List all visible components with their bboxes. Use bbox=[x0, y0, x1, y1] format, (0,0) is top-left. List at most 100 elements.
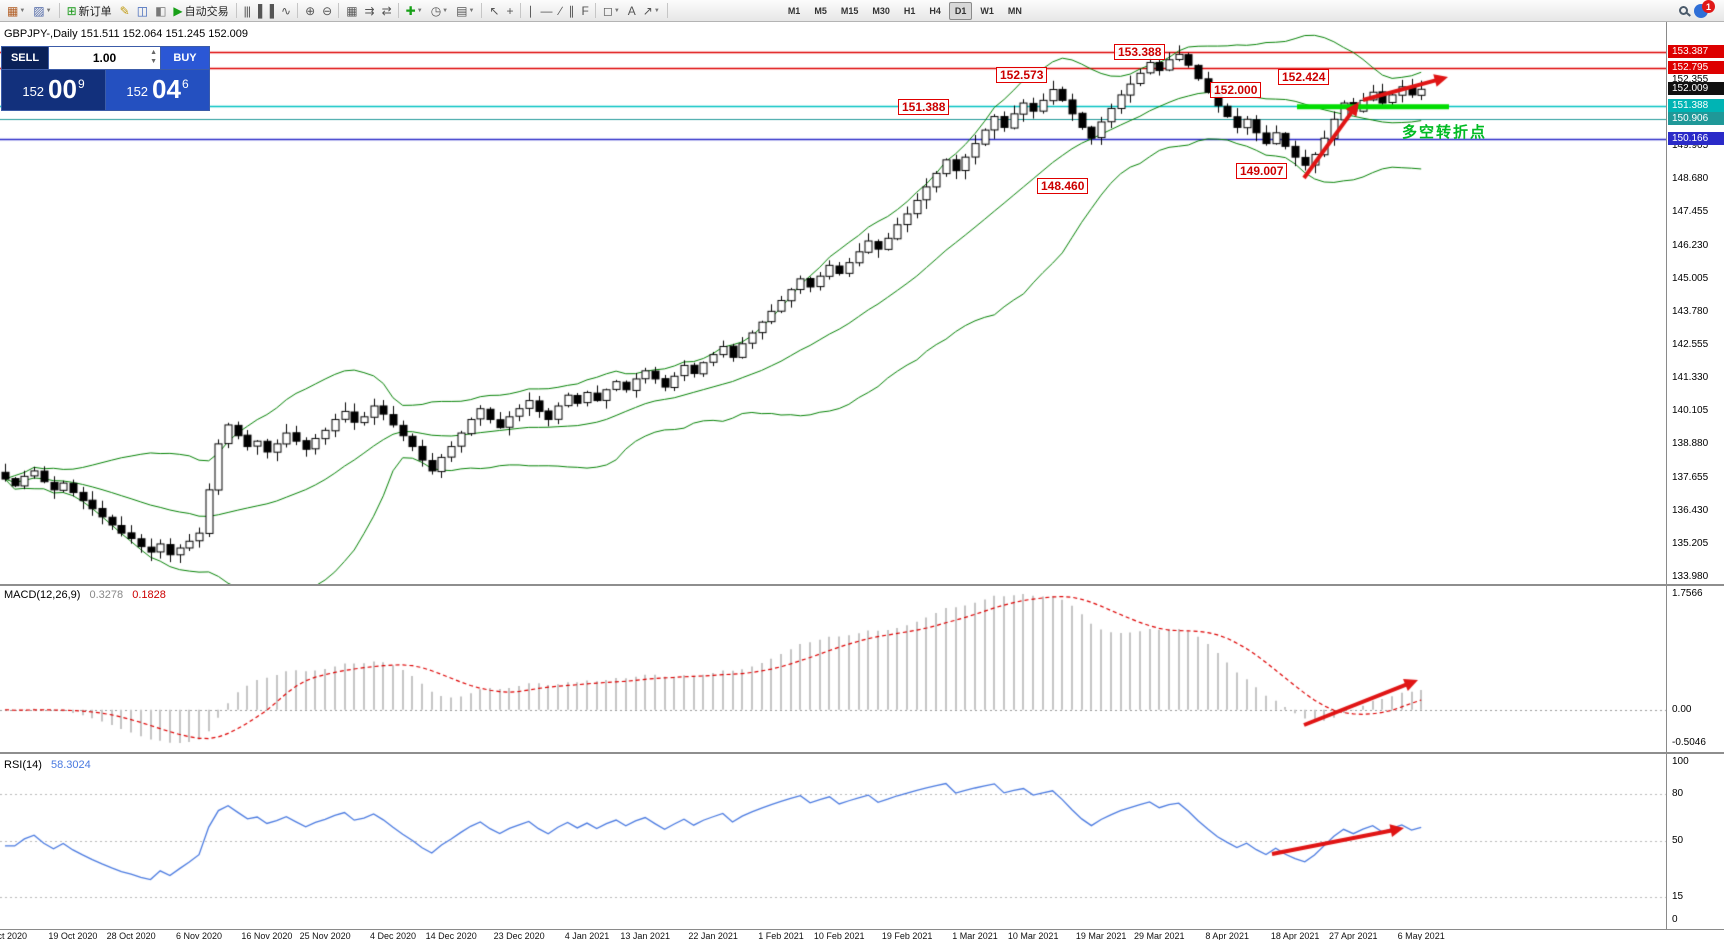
panel-splitter[interactable] bbox=[0, 752, 1724, 754]
fibonacci-button[interactable]: F bbox=[579, 2, 591, 20]
vertical-line-button[interactable]: ∣ bbox=[525, 2, 536, 20]
price-annotation-box: 152.424 bbox=[1278, 69, 1330, 85]
volume-spinner: ▲ ▼ bbox=[150, 49, 157, 67]
date-axis-label: 4 Jan 2021 bbox=[564, 931, 610, 940]
indicators-button[interactable]: ✚ ▼ bbox=[403, 2, 426, 20]
tile-windows-button[interactable]: ▦ bbox=[343, 2, 359, 20]
crosshair-icon: + bbox=[506, 3, 513, 18]
date-axis-label: 6 May 2021 bbox=[1397, 931, 1445, 940]
price-annotation-box: 152.573 bbox=[996, 67, 1048, 83]
sell-price-button[interactable]: 152 00 9 bbox=[2, 70, 105, 110]
price-scale-label-box: 152.795 bbox=[1668, 61, 1724, 74]
chart-window: GBPJPY-,Daily 151.511 152.064 151.245 15… bbox=[0, 22, 1724, 940]
price-annotation-box: 153.388 bbox=[1114, 44, 1166, 60]
macd-signal-value: 0.1828 bbox=[132, 589, 166, 601]
toolbar-separator bbox=[594, 3, 596, 18]
date-axis-label: 10 Mar 2021 bbox=[1007, 931, 1059, 940]
autotrading-button[interactable]: ▶ 自动交易 bbox=[170, 2, 231, 20]
date-axis-label: 19 Oct 2020 bbox=[48, 931, 98, 940]
price-scale[interactable]: 152.355 149.905 148.680 147.455 146.230 145.0… bbox=[1666, 22, 1724, 929]
auto-scroll-button[interactable]: ⇉ bbox=[362, 2, 377, 20]
price-scale-label-box: 153.387 bbox=[1668, 45, 1724, 58]
profiles-icon: ▨ bbox=[33, 3, 44, 18]
profiles-button[interactable]: ▨ ▼ bbox=[30, 2, 54, 20]
chart-shift-icon: ⇄ bbox=[381, 3, 392, 18]
data-window-button[interactable]: ◧ bbox=[152, 2, 168, 20]
buy-price-button[interactable]: 152 04 6 bbox=[105, 70, 209, 110]
panel-splitter[interactable] bbox=[0, 584, 1724, 586]
date-axis-label: 23 Dec 2020 bbox=[493, 931, 545, 940]
dropdown-arrow-icon: ▼ bbox=[45, 7, 52, 14]
arrow-objects-button[interactable]: ↗ ▼ bbox=[640, 2, 663, 20]
price-scale-tick: 135.205 bbox=[1672, 537, 1709, 549]
toolbar-separator bbox=[297, 3, 299, 18]
crosshair-button[interactable]: + bbox=[503, 2, 515, 20]
timeframe-w1-button[interactable]: W1 bbox=[980, 5, 994, 16]
shapes-button[interactable]: ◻ ▼ bbox=[600, 2, 623, 20]
timeframe-m1-button[interactable]: M1 bbox=[787, 5, 801, 16]
timeframe-d1-button[interactable]: D1 bbox=[948, 1, 973, 20]
toolbar-separator bbox=[519, 3, 521, 18]
toolbar-button-groups: ▦ ▼ ▨ ▼ ⊞ 新订单 ✎ ◫ ◧ ▶ 自动交易 ||| ▌▐ ∿ ⊕ ⊖ ▦ ⇉ ⇄ ✚ ▼ ◷ ▼ ▤ ▼ ↖ + ∣ — ∕ ∥ F… bbox=[3, 2, 671, 20]
line-chart-mode-button[interactable]: ∿ bbox=[278, 2, 293, 20]
toolbar-separator bbox=[58, 3, 60, 18]
price-scale-tick: 141.330 bbox=[1672, 372, 1709, 384]
toolbar-separator bbox=[338, 3, 340, 18]
time-scale[interactable]: 9 Oct 2020 19 Oct 2020 28 Oct 2020 6 Nov 20… bbox=[0, 929, 1724, 940]
trendline-button[interactable]: ∕ bbox=[557, 2, 564, 20]
tile-windows-icon: ▦ bbox=[346, 3, 357, 18]
horizontal-line-button[interactable]: — bbox=[538, 2, 555, 20]
chart-shift-button[interactable]: ⇄ bbox=[379, 2, 394, 20]
price-chart-canvas[interactable] bbox=[0, 22, 1666, 584]
sell-button[interactable]: SELL bbox=[2, 47, 48, 69]
periods-button[interactable]: ◷ ▼ bbox=[428, 2, 451, 20]
macd-indicator-canvas[interactable] bbox=[0, 586, 1666, 752]
volume-value: 1.00 bbox=[92, 51, 117, 65]
text-icon: A bbox=[627, 3, 636, 18]
cursor-button[interactable]: ↖ bbox=[486, 2, 501, 20]
spinner-down-icon[interactable]: ▼ bbox=[150, 58, 157, 65]
search-icon[interactable] bbox=[1679, 6, 1688, 15]
timeframe-m5-button[interactable]: M5 bbox=[814, 5, 827, 16]
spinner-up-icon[interactable]: ▲ bbox=[150, 49, 157, 56]
zoom-in-button[interactable]: ⊕ bbox=[302, 2, 317, 20]
sell-price-main: 00 bbox=[48, 74, 77, 104]
market-watch-button[interactable]: ◫ bbox=[134, 2, 150, 20]
buy-button[interactable]: BUY bbox=[161, 47, 209, 69]
metaeditor-button[interactable]: ✎ bbox=[117, 2, 132, 20]
candlestick-mode-button[interactable]: ▌▐ bbox=[255, 2, 276, 20]
channel-button[interactable]: ∥ bbox=[566, 2, 577, 20]
bar-chart-mode-button[interactable]: ||| bbox=[241, 2, 253, 20]
date-axis-label: 4 Dec 2020 bbox=[369, 931, 417, 940]
date-axis-label: 22 Jan 2021 bbox=[688, 931, 738, 940]
date-axis-label: 1 Feb 2021 bbox=[758, 931, 804, 940]
timeframe-mn-button[interactable]: MN bbox=[1007, 5, 1022, 16]
candlestick-icon: ▌▐ bbox=[258, 3, 274, 18]
text-button[interactable]: A bbox=[625, 2, 638, 20]
notification-badge[interactable]: 1 bbox=[1702, 0, 1715, 13]
new-order-button[interactable]: ⊞ 新订单 bbox=[64, 2, 115, 20]
dropdown-arrow-icon: ▼ bbox=[442, 7, 449, 14]
timeframe-m15-button[interactable]: M15 bbox=[840, 5, 859, 16]
rsi-indicator-canvas[interactable] bbox=[0, 754, 1666, 929]
price-scale-tick: 142.555 bbox=[1672, 339, 1709, 350]
zoom-out-button[interactable]: ⊖ bbox=[319, 2, 334, 20]
toolbar-separator bbox=[235, 3, 237, 18]
toolbar-separator bbox=[481, 3, 483, 18]
clock-icon: ◷ bbox=[430, 3, 442, 18]
shapes-icon: ◻ bbox=[602, 3, 613, 18]
macd-label: MACD(12,26,9) 0.3278 0.1828 bbox=[4, 589, 166, 601]
auto-scroll-icon: ⇉ bbox=[364, 3, 375, 18]
price-annotation-box: 152.000 bbox=[1210, 82, 1262, 98]
timeframe-h1-button[interactable]: H1 bbox=[903, 5, 916, 16]
new-chart-button[interactable]: ▦ ▼ bbox=[4, 2, 28, 20]
dropdown-arrow-icon: ▼ bbox=[613, 7, 620, 14]
timeframe-h4-button[interactable]: H4 bbox=[929, 5, 941, 16]
templates-button[interactable]: ▤ ▼ bbox=[453, 2, 477, 20]
timeframe-m30-button[interactable]: M30 bbox=[872, 5, 890, 16]
price-scale-label-box: 150.906 bbox=[1668, 112, 1724, 126]
volume-field[interactable]: 1.00 ▲ ▼ bbox=[48, 47, 161, 69]
chart-ohlc-header: GBPJPY-,Daily 151.511 152.064 151.245 15… bbox=[4, 28, 249, 40]
date-axis-label: 1 Mar 2021 bbox=[952, 931, 998, 940]
